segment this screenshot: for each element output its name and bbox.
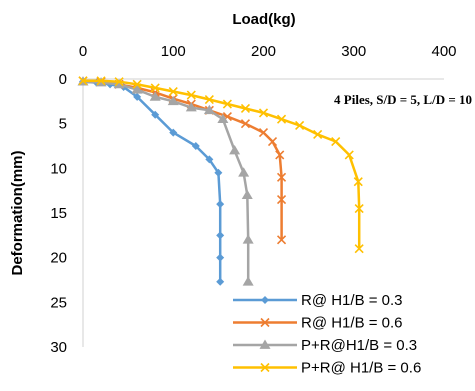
series-4-point xyxy=(168,86,178,97)
legend-label: P+R@ H1/B = 0.6 xyxy=(301,360,421,377)
series-1-point xyxy=(216,200,225,209)
series-4-point xyxy=(132,79,142,89)
series-1-line xyxy=(82,80,222,282)
legend-marker xyxy=(260,362,270,373)
series-1-point xyxy=(169,128,178,137)
series-4-point xyxy=(331,136,341,147)
series-1-point xyxy=(151,110,160,119)
series-4-point xyxy=(222,99,232,109)
series-4-point xyxy=(344,150,354,160)
y-tick-label: 20 xyxy=(50,250,67,267)
series-2-point xyxy=(276,195,287,205)
legend-marker xyxy=(259,339,271,349)
series-1-point xyxy=(216,231,225,240)
series-4-point xyxy=(276,114,287,124)
series-3-point xyxy=(131,84,143,94)
series-1-point xyxy=(216,253,225,262)
series-4-point xyxy=(313,129,323,139)
x-tick-label: 300 xyxy=(341,43,366,60)
series-4-point xyxy=(354,203,364,214)
series-3-point xyxy=(217,113,229,124)
series-3 xyxy=(77,76,254,286)
x-tick-label: 100 xyxy=(161,43,186,60)
legend-label: R@ H1/B = 0.6 xyxy=(301,315,403,332)
x-axis-title: Load(kg) xyxy=(232,11,295,28)
series-2 xyxy=(78,76,287,245)
series-4-point xyxy=(78,76,88,86)
series-4-point xyxy=(295,120,305,131)
series-3-point xyxy=(238,167,250,177)
y-tick-label: 15 xyxy=(50,205,67,222)
x-tick-label: 200 xyxy=(251,43,276,60)
legend-item: R@ H1/B = 0.6 xyxy=(233,315,403,332)
series-4-point xyxy=(354,244,364,254)
legend-item: P+R@H1/B = 0.3 xyxy=(233,337,417,354)
x-tick-label: 400 xyxy=(431,43,456,60)
y-tick-label: 25 xyxy=(50,294,67,311)
series-1-point xyxy=(191,142,200,150)
y-tick-label: 10 xyxy=(50,160,67,177)
x-tick-labels: 0 100 200 300 400 xyxy=(79,43,457,60)
series-4-point xyxy=(240,103,251,114)
legend-marker xyxy=(260,317,270,328)
legend-label: R@ H1/B = 0.3 xyxy=(301,292,403,309)
series-4 xyxy=(78,76,364,254)
series-3-point xyxy=(242,276,254,286)
series-4-point xyxy=(258,108,269,118)
series-4-point xyxy=(186,90,196,100)
series-3-point xyxy=(242,234,254,244)
series-1-point xyxy=(216,277,225,286)
series-2-point xyxy=(267,136,278,147)
series-4-point xyxy=(353,177,363,187)
y-tick-label: 30 xyxy=(50,339,67,356)
series-2-point xyxy=(276,235,287,245)
legend-item: R@ H1/B = 0.3 xyxy=(233,292,403,309)
chart-annotation: 4 Piles, S/D = 5, L/D = 10 xyxy=(334,92,472,107)
series-4-point xyxy=(114,77,124,87)
series-3-point xyxy=(185,102,197,112)
series-3-point xyxy=(229,144,241,155)
series-2-point xyxy=(240,119,251,129)
series-1-point xyxy=(205,155,214,164)
series-2-point xyxy=(258,128,269,138)
series-3-point xyxy=(167,95,179,106)
series-layer xyxy=(77,76,364,286)
series-3-line xyxy=(82,80,250,282)
x-tick-label: 0 xyxy=(79,43,87,60)
series-3-point xyxy=(113,78,125,89)
legend-item: P+R@ H1/B = 0.6 xyxy=(233,360,421,377)
series-3-point xyxy=(149,91,161,101)
series-3-point xyxy=(203,104,215,115)
series-2-point xyxy=(275,150,285,160)
series-1-point xyxy=(214,168,223,177)
series-1-point xyxy=(133,92,142,101)
series-4-point xyxy=(150,83,160,93)
y-tick-labels: 0 5 10 15 20 25 30 xyxy=(50,71,67,356)
y-tick-label: 5 xyxy=(59,116,67,133)
legend-marker xyxy=(261,296,269,304)
y-tick-label: 0 xyxy=(59,71,67,88)
legend-label: P+R@H1/B = 0.3 xyxy=(301,337,417,354)
series-2-point xyxy=(276,172,287,182)
series-3-point xyxy=(241,189,253,199)
y-axis-title: Deformation(mm) xyxy=(9,150,26,275)
axes xyxy=(82,78,444,347)
legend: R@ H1/B = 0.3 R@ H1/B = 0.6 P+R@H1/B = 0.3… xyxy=(233,292,421,377)
series-4-point xyxy=(204,94,214,105)
series-4-point xyxy=(96,76,106,86)
